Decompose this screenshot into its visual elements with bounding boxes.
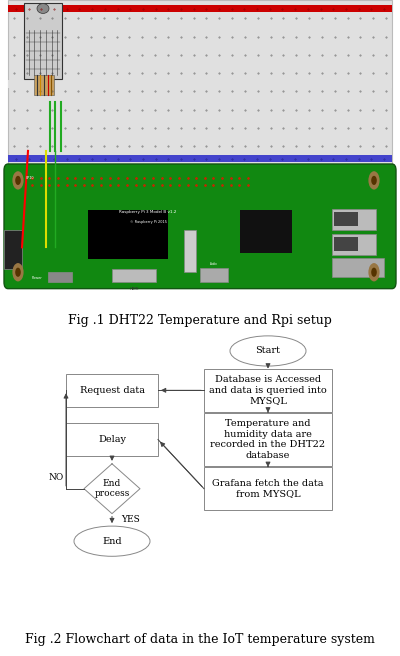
FancyBboxPatch shape (4, 164, 396, 289)
FancyBboxPatch shape (48, 272, 72, 282)
FancyBboxPatch shape (8, 0, 392, 167)
Ellipse shape (74, 526, 150, 556)
Text: Audio: Audio (210, 262, 218, 266)
Text: Fig .1 DHT22 Temperature and Rpi setup: Fig .1 DHT22 Temperature and Rpi setup (68, 314, 332, 327)
FancyBboxPatch shape (332, 209, 376, 230)
Circle shape (371, 268, 377, 277)
FancyBboxPatch shape (334, 237, 358, 251)
Text: Request data: Request data (80, 386, 144, 395)
FancyBboxPatch shape (204, 467, 332, 510)
FancyBboxPatch shape (8, 5, 392, 12)
Text: End
process: End process (94, 479, 130, 499)
FancyBboxPatch shape (66, 423, 158, 456)
Circle shape (371, 176, 377, 185)
FancyBboxPatch shape (88, 210, 168, 259)
Text: © Raspberry Pi 2015: © Raspberry Pi 2015 (130, 220, 166, 224)
Text: Grafana fetch the data
from MYSQL: Grafana fetch the data from MYSQL (212, 479, 324, 499)
FancyBboxPatch shape (184, 230, 196, 272)
FancyBboxPatch shape (204, 369, 332, 412)
FancyBboxPatch shape (112, 269, 156, 282)
Circle shape (368, 263, 380, 281)
FancyBboxPatch shape (204, 413, 332, 466)
Text: End: End (102, 537, 122, 546)
Text: YES: YES (121, 516, 140, 524)
Circle shape (12, 171, 24, 190)
Circle shape (368, 171, 380, 190)
Text: Fig .2 Flowchart of data in the IoT temperature system: Fig .2 Flowchart of data in the IoT temp… (25, 633, 375, 646)
FancyBboxPatch shape (34, 75, 54, 95)
Text: GPIO: GPIO (26, 176, 34, 180)
Text: HDMI: HDMI (129, 287, 139, 291)
Ellipse shape (230, 336, 306, 366)
Text: NO: NO (48, 473, 64, 482)
Text: Temperature and
humidity data are
recorded in the DHT22
database: Temperature and humidity data are record… (210, 419, 326, 460)
FancyBboxPatch shape (334, 212, 358, 226)
FancyBboxPatch shape (332, 234, 376, 255)
FancyBboxPatch shape (332, 258, 384, 277)
Text: Database is Accessed
and data is queried into
MYSQL: Database is Accessed and data is queried… (209, 375, 327, 405)
Circle shape (15, 268, 21, 277)
Ellipse shape (37, 4, 49, 13)
FancyBboxPatch shape (200, 268, 228, 282)
Circle shape (12, 263, 24, 281)
Polygon shape (84, 464, 140, 514)
FancyBboxPatch shape (8, 79, 392, 87)
Circle shape (15, 176, 21, 185)
Text: Raspberry Pi 3 Model B v1.2: Raspberry Pi 3 Model B v1.2 (119, 210, 177, 215)
Text: Delay: Delay (98, 435, 126, 444)
Text: Start: Start (256, 346, 280, 356)
Text: Power: Power (32, 276, 43, 281)
FancyBboxPatch shape (4, 230, 22, 269)
FancyBboxPatch shape (66, 374, 158, 407)
FancyBboxPatch shape (24, 3, 62, 79)
FancyBboxPatch shape (240, 210, 292, 253)
FancyBboxPatch shape (8, 155, 392, 162)
